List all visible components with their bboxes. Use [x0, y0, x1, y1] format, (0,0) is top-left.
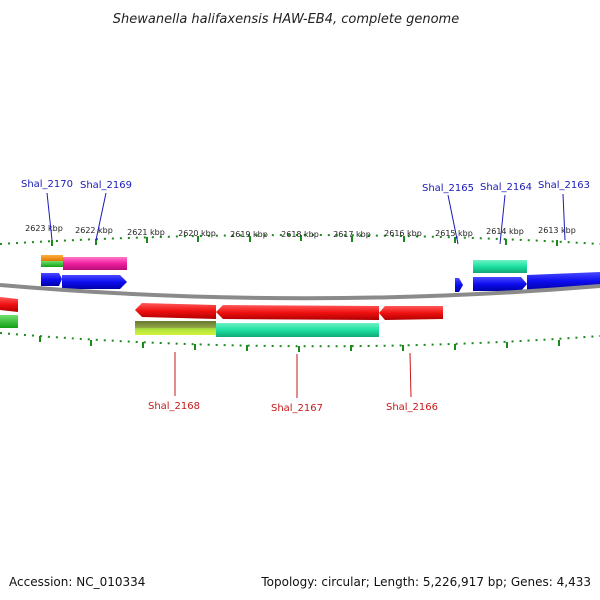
genome-backbone — [0, 283, 600, 301]
cds-arrow-shal-2168[interactable] — [135, 303, 216, 319]
cds-arrow-shal-2167[interactable] — [216, 305, 379, 320]
gene-label-shal-2169[interactable]: Shal_2169 — [80, 180, 132, 191]
cds-arrow-shal-2170[interactable] — [41, 273, 62, 286]
gene-label-shal-2166[interactable]: Shal_2166 — [386, 402, 438, 413]
tick-label: 2613 kbp — [538, 226, 576, 235]
tick-label: 2614 kbp — [486, 227, 524, 236]
forward-cds-arrows — [41, 272, 600, 292]
map-title: Shewanella halifaxensis HAW-EB4, complet… — [113, 12, 459, 27]
gene-label-shal-2167[interactable]: Shal_2167 — [271, 403, 323, 414]
cds-arrow-shal-2164[interactable] — [473, 277, 527, 291]
tick-label: 2620 kbp — [178, 229, 216, 238]
tick-label: 2616 kbp — [384, 229, 422, 238]
leader-line — [499, 194, 506, 245]
tick-label: 2623 kbp — [25, 224, 63, 233]
feature-bar-teal-long[interactable] — [216, 323, 379, 337]
tick-label: 2617 kbp — [333, 230, 371, 239]
leader-line — [447, 194, 459, 245]
feature-bar-olive[interactable] — [135, 321, 216, 335]
reverse-cds-arrows — [0, 297, 443, 320]
feature-bar-green[interactable] — [41, 261, 63, 267]
bottom-gene-labels: Shal_2168 Shal_2167 Shal_2166 — [148, 352, 438, 414]
reverse-strand-features — [0, 315, 379, 337]
tick-label: 2618 kbp — [281, 230, 319, 239]
genome-summary-text: Topology: circular; Length: 5,226,917 bp… — [260, 575, 591, 589]
gene-label-shal-2165[interactable]: Shal_2165 — [422, 183, 474, 194]
feature-bar-teal[interactable] — [473, 260, 527, 273]
inner-major-ticks — [39, 336, 560, 352]
leader-line — [562, 193, 566, 241]
feature-bar-pink[interactable] — [63, 257, 127, 270]
gene-label-shal-2168[interactable]: Shal_2168 — [148, 401, 200, 412]
feature-bar-green-left[interactable] — [0, 315, 18, 328]
tick-labels: 2623 kbp 2622 kbp 2621 kbp 2620 kbp 2619… — [25, 224, 576, 239]
cds-arrow-shal-2165[interactable] — [455, 278, 463, 292]
gene-label-shal-2163[interactable]: Shal_2163 — [538, 180, 590, 191]
cds-arrow-left-edge[interactable] — [0, 297, 18, 312]
cds-arrow-shal-2166[interactable] — [379, 306, 443, 320]
tick-label: 2615 kbp — [435, 229, 473, 238]
accession-text: Accession: NC_010334 — [9, 575, 145, 589]
top-gene-labels: Shal_2170 Shal_2169 Shal_2165 Shal_2164 … — [21, 179, 590, 245]
feature-bar-orange[interactable] — [41, 255, 63, 261]
forward-strand-features — [41, 255, 527, 273]
gene-label-shal-2170[interactable]: Shal_2170 — [21, 179, 73, 190]
leader-line — [95, 192, 107, 241]
tick-label: 2619 kbp — [230, 230, 268, 239]
cds-arrow-shal-2169[interactable] — [62, 275, 127, 289]
gene-label-shal-2164[interactable]: Shal_2164 — [480, 182, 532, 193]
tick-label: 2621 kbp — [127, 228, 165, 237]
tick-label: 2622 kbp — [75, 226, 113, 235]
leader-line — [409, 352, 412, 398]
leader-line — [46, 192, 53, 241]
